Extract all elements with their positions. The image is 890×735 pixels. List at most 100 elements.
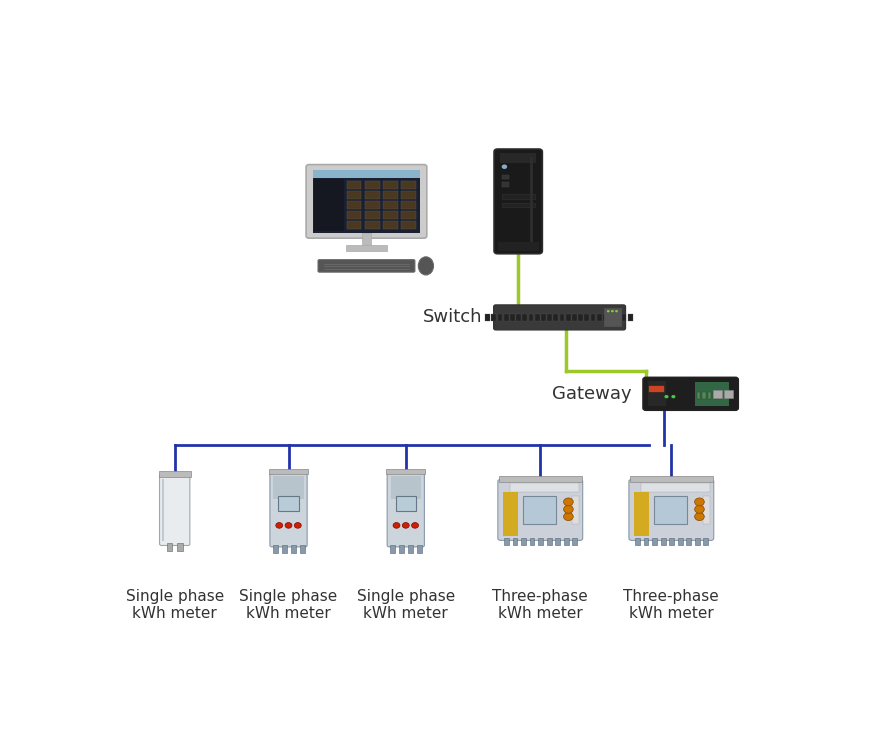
Bar bbox=[610, 314, 614, 320]
Bar bbox=[535, 314, 539, 320]
Bar bbox=[395, 495, 416, 512]
Bar bbox=[714, 390, 722, 398]
Bar bbox=[291, 545, 295, 553]
Bar bbox=[365, 191, 380, 199]
Bar bbox=[724, 390, 732, 398]
Ellipse shape bbox=[418, 257, 433, 275]
FancyBboxPatch shape bbox=[318, 259, 415, 272]
Bar bbox=[578, 314, 583, 320]
Bar bbox=[491, 314, 496, 320]
Bar bbox=[504, 314, 508, 320]
Circle shape bbox=[611, 310, 614, 312]
Bar bbox=[347, 212, 361, 219]
Bar bbox=[502, 194, 535, 198]
Bar bbox=[346, 245, 387, 251]
Bar bbox=[530, 538, 535, 545]
Bar bbox=[365, 182, 380, 190]
Bar bbox=[401, 182, 416, 190]
FancyBboxPatch shape bbox=[270, 473, 307, 547]
Bar bbox=[648, 381, 666, 406]
Bar bbox=[502, 174, 508, 179]
Bar bbox=[273, 545, 278, 553]
Bar bbox=[560, 314, 564, 320]
Bar bbox=[279, 495, 299, 512]
Circle shape bbox=[615, 310, 618, 312]
Bar bbox=[400, 545, 404, 553]
Bar bbox=[282, 545, 287, 553]
Circle shape bbox=[607, 310, 610, 312]
Bar bbox=[566, 314, 570, 320]
Bar bbox=[516, 314, 521, 320]
Bar bbox=[522, 314, 527, 320]
Bar bbox=[629, 476, 713, 481]
Bar bbox=[347, 221, 361, 229]
Text: Switch: Switch bbox=[423, 309, 482, 326]
Circle shape bbox=[285, 523, 292, 528]
Bar bbox=[503, 492, 518, 536]
Bar bbox=[510, 314, 514, 320]
Bar bbox=[384, 201, 398, 209]
Circle shape bbox=[393, 523, 400, 528]
FancyBboxPatch shape bbox=[494, 149, 542, 254]
Bar bbox=[547, 314, 552, 320]
Bar bbox=[313, 171, 420, 232]
Bar bbox=[571, 495, 578, 524]
Bar bbox=[585, 314, 589, 320]
Bar bbox=[386, 469, 425, 475]
Bar bbox=[510, 483, 578, 492]
Bar bbox=[365, 201, 380, 209]
Circle shape bbox=[402, 523, 409, 528]
Bar bbox=[591, 314, 595, 320]
Bar bbox=[384, 221, 398, 229]
Bar bbox=[572, 314, 577, 320]
Text: Single phase
kWh meter: Single phase kWh meter bbox=[125, 589, 223, 622]
FancyBboxPatch shape bbox=[387, 473, 425, 547]
Bar bbox=[669, 538, 674, 545]
Bar bbox=[695, 382, 729, 406]
Bar bbox=[502, 182, 508, 187]
Bar bbox=[384, 191, 398, 199]
Bar bbox=[643, 538, 649, 545]
Bar bbox=[401, 221, 416, 229]
Circle shape bbox=[563, 513, 573, 520]
Circle shape bbox=[694, 498, 704, 506]
Bar bbox=[401, 191, 416, 199]
Bar bbox=[498, 476, 582, 481]
Circle shape bbox=[276, 523, 283, 528]
Circle shape bbox=[295, 523, 301, 528]
Bar bbox=[563, 538, 569, 545]
Bar bbox=[166, 543, 173, 551]
Bar bbox=[703, 538, 708, 545]
Bar bbox=[541, 314, 546, 320]
Bar bbox=[300, 545, 304, 553]
Bar bbox=[621, 314, 627, 320]
Bar bbox=[158, 471, 190, 477]
Bar bbox=[603, 314, 608, 320]
FancyBboxPatch shape bbox=[159, 474, 190, 545]
Bar bbox=[678, 538, 683, 545]
Bar bbox=[365, 212, 380, 219]
Bar bbox=[347, 201, 361, 209]
Bar bbox=[616, 314, 620, 320]
Bar bbox=[697, 392, 700, 399]
Bar bbox=[703, 495, 709, 524]
Bar bbox=[347, 182, 361, 190]
Bar bbox=[555, 538, 560, 545]
Circle shape bbox=[502, 165, 507, 169]
Bar bbox=[713, 392, 716, 399]
Bar bbox=[627, 314, 633, 320]
Bar bbox=[538, 538, 543, 545]
Text: Gateway: Gateway bbox=[553, 385, 632, 403]
Circle shape bbox=[694, 513, 704, 520]
Bar bbox=[391, 476, 421, 499]
Bar bbox=[650, 386, 664, 392]
Bar bbox=[634, 492, 649, 536]
Bar bbox=[401, 212, 416, 219]
Bar bbox=[401, 201, 416, 209]
Bar bbox=[708, 392, 711, 399]
Bar bbox=[513, 538, 517, 545]
FancyBboxPatch shape bbox=[306, 165, 427, 238]
Bar bbox=[384, 182, 398, 190]
Bar bbox=[314, 179, 344, 232]
Bar bbox=[485, 314, 490, 320]
